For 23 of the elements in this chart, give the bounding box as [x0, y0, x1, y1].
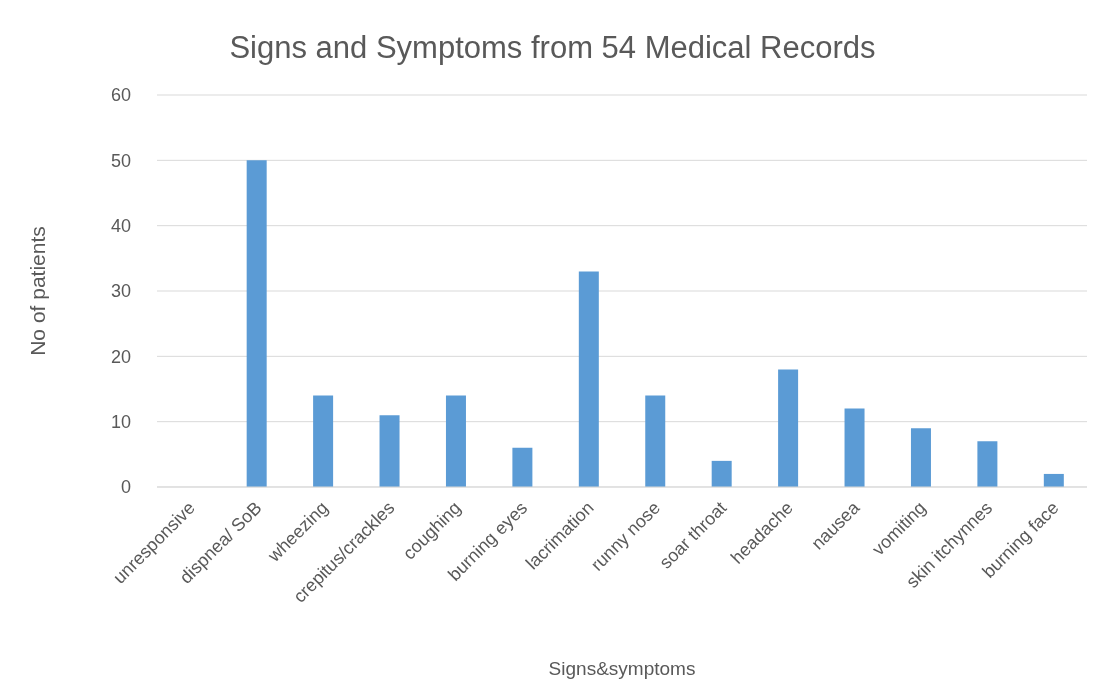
bar: [645, 395, 666, 487]
bar: [512, 447, 533, 487]
bar: [578, 271, 599, 487]
y-tick-label: 20: [110, 346, 131, 367]
bar: [778, 369, 799, 487]
y-tick-label: 0: [120, 477, 131, 498]
bar: [379, 415, 400, 487]
y-axis-title: No of patients: [26, 226, 50, 356]
y-tick-label: 60: [110, 85, 131, 106]
bar: [246, 160, 267, 487]
chart-title: Signs and Symptoms from 54 Medical Records: [228, 30, 877, 66]
bar: [910, 428, 931, 487]
bar: [445, 395, 466, 487]
y-tick-label: 30: [110, 281, 131, 302]
bar: [844, 408, 865, 487]
bar: [711, 460, 732, 487]
bar: [313, 395, 334, 487]
bar: [1043, 473, 1064, 487]
x-axis-title: Signs&symptoms: [548, 658, 696, 679]
bar: [977, 441, 998, 487]
y-tick-label: 50: [110, 150, 131, 171]
y-tick-label: 10: [110, 412, 131, 433]
y-tick-label: 40: [110, 216, 131, 237]
